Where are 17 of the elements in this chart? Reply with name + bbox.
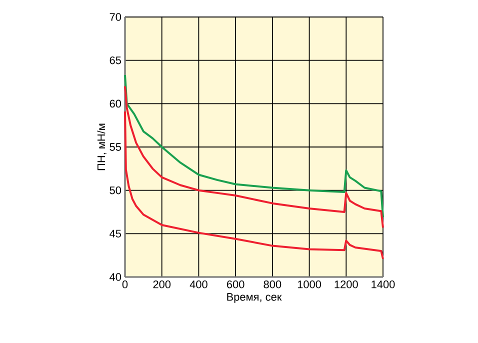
x-tick-label: 400: [190, 280, 208, 288]
x-tick-label: 600: [226, 280, 244, 288]
y-tick-label: 40: [110, 273, 122, 281]
x-tick-label: 200: [153, 280, 171, 288]
x-tick-label: 1200: [334, 280, 358, 288]
y-tick-label: 60: [110, 100, 122, 108]
y-tick-label: 55: [110, 143, 122, 151]
y-axis-title: ПН, мН/м: [97, 124, 106, 170]
x-tick-label: 1400: [372, 280, 395, 288]
y-tick-label: 50: [110, 186, 122, 194]
y-tick-label: 45: [110, 230, 122, 238]
x-tick-label: 800: [264, 280, 282, 288]
x-tick-label: 1000: [298, 280, 322, 288]
y-tick-label: 70: [110, 13, 122, 21]
x-tick-label: 0: [122, 280, 128, 288]
y-tick-label: 65: [110, 56, 122, 64]
x-axis-title: Время, сек: [227, 293, 282, 303]
